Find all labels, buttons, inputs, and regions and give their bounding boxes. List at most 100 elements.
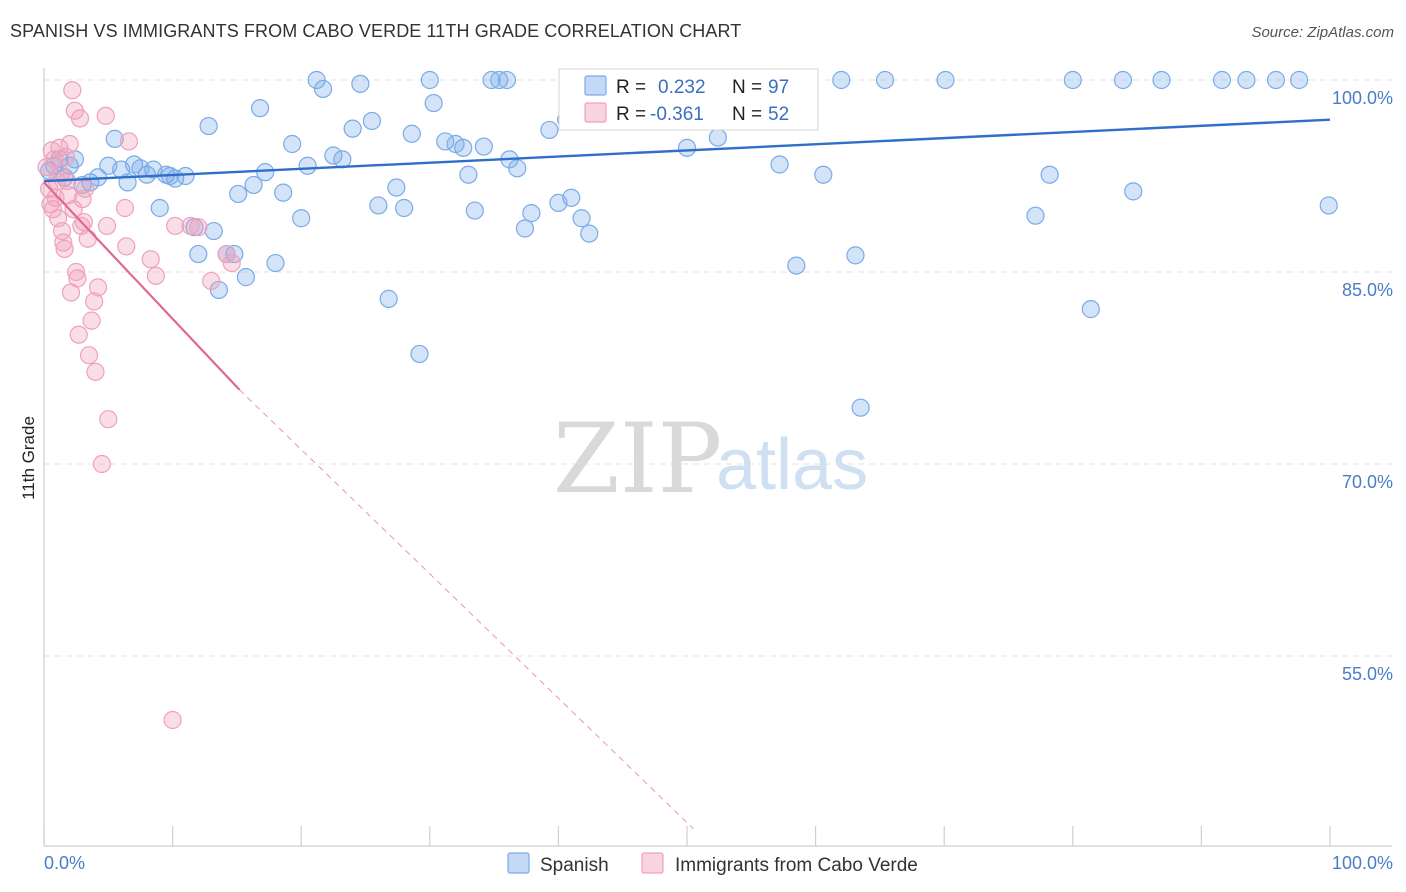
y-tick-label-3: 55.0% — [1342, 664, 1393, 684]
spanish-point-89 — [936, 70, 955, 90]
spanish-point-34 — [266, 253, 285, 273]
cabo-verde-point-49 — [202, 271, 221, 291]
spanish-point-10 — [105, 129, 124, 148]
cabo-verde-point-23 — [68, 269, 87, 288]
cabo-verde-point-4 — [43, 200, 63, 219]
watermark-atlas: atlas — [716, 425, 868, 505]
cabo-verde-point-16 — [59, 186, 78, 205]
spanish-point-31 — [244, 175, 263, 195]
legend-swatch-spanish — [584, 75, 607, 96]
cabo-verde-point-40 — [115, 198, 135, 218]
bottom-legend-label-spanish: Spanish — [540, 855, 609, 876]
legend-r-label-cabo-verde: R = — [616, 104, 646, 125]
spanish-point-30 — [236, 268, 256, 287]
spanish-point-86 — [846, 246, 865, 265]
spanish-point-99 — [1266, 70, 1286, 90]
spanish-point-97 — [1212, 70, 1232, 90]
cabo-verde-points — [37, 81, 241, 730]
cabo-verde-point-50 — [217, 244, 236, 264]
legend-r-label-spanish: R = — [616, 77, 646, 98]
cabo-verde-point-30 — [78, 229, 97, 248]
axes — [43, 68, 1392, 847]
spanish-point-70 — [562, 188, 581, 207]
x-tick-label-right: 100.0% — [1332, 853, 1393, 873]
watermark-zip: ZIP — [553, 403, 722, 515]
cabo-verde-trend-line — [43, 181, 241, 391]
spanish-point-77 — [677, 138, 697, 157]
cabo-verde-point-44 — [146, 266, 165, 285]
cabo-verde-point-38 — [97, 216, 117, 236]
spanish-point-33 — [256, 163, 275, 182]
spanish-point-58 — [465, 201, 484, 220]
cabo-verde-point-29 — [76, 179, 95, 198]
cabo-verde-point-28 — [74, 212, 93, 232]
spanish-point-61 — [490, 70, 509, 90]
cabo-verde-point-48 — [189, 218, 208, 237]
cabo-verde-point-45 — [163, 710, 182, 730]
y-tick-label-2: 70.0% — [1342, 472, 1393, 492]
cabo-verde-point-25 — [70, 109, 90, 128]
spanish-point-32 — [250, 99, 270, 118]
spanish-point-57 — [459, 165, 478, 184]
cabo-verde-point-37 — [96, 106, 115, 125]
spanish-point-72 — [580, 224, 599, 243]
y-tick-label-1: 85.0% — [1342, 280, 1393, 300]
spanish-point-43 — [343, 119, 362, 138]
x-tick-label-left: 0.0% — [44, 853, 85, 873]
spanish-point-25 — [204, 221, 223, 241]
legend-frame — [558, 68, 819, 131]
cabo-verde-point-33 — [85, 292, 104, 311]
cabo-verde-point-20 — [64, 200, 83, 219]
spanish-point-60 — [482, 70, 501, 90]
legend-n-label-spanish: N = — [732, 77, 762, 98]
source-label: Source: ZipAtlas.com — [1251, 24, 1394, 41]
legend-r-value-spanish: 0.232 — [658, 77, 706, 98]
cabo-verde-point-39 — [99, 410, 118, 429]
spanish-point-49 — [394, 198, 414, 218]
y-tick-labels: 100.0% 85.0% 70.0% 55.0% — [1332, 88, 1393, 684]
y-tick-label-0: 100.0% — [1332, 88, 1393, 108]
spanish-point-21 — [176, 166, 195, 186]
cabo-verde-point-47 — [181, 216, 200, 236]
cabo-verde-point-35 — [88, 278, 108, 297]
spanish-trend-line — [43, 118, 1331, 183]
cabo-verde-point-13 — [55, 239, 74, 259]
spanish-point-65 — [515, 219, 535, 238]
spanish-point-41 — [324, 146, 343, 165]
spanish-point-83 — [787, 256, 806, 275]
cabo-verde-point-43 — [141, 250, 160, 269]
bottom-legend-swatch-cabo-verde — [641, 852, 664, 874]
spanish-point-38 — [298, 156, 317, 175]
spanish-point-94 — [1113, 70, 1133, 90]
spanish-point-46 — [369, 196, 388, 215]
spanish-point-56 — [454, 138, 473, 157]
spanish-point-23 — [189, 244, 208, 264]
spanish-point-95 — [1124, 182, 1143, 201]
chart-title: SPANISH VS IMMIGRANTS FROM CABO VERDE 11… — [10, 21, 742, 41]
bottom-legend-swatch-spanish — [507, 852, 530, 874]
cabo-verde-point-11 — [52, 221, 72, 241]
cabo-verde-point-24 — [69, 325, 88, 344]
spanish-point-92 — [1063, 70, 1082, 90]
bottom-legend: Spanish Immigrants from Cabo Verde — [507, 852, 918, 876]
spanish-point-52 — [420, 70, 439, 90]
spanish-point-53 — [424, 93, 443, 113]
spanish-point-50 — [402, 124, 421, 143]
cabo-verde-point-17 — [60, 134, 79, 154]
spanish-point-71 — [572, 209, 591, 228]
cabo-verde-point-12 — [54, 233, 73, 252]
spanish-point-66 — [522, 204, 541, 223]
cabo-verde-point-32 — [82, 311, 101, 330]
spanish-point-59 — [474, 137, 493, 156]
spanish-point-29 — [229, 184, 248, 204]
spanish-point-35 — [274, 183, 293, 202]
cabo-verde-point-46 — [166, 216, 185, 236]
spanish-point-44 — [351, 74, 370, 93]
cabo-verde-point-22 — [67, 262, 86, 282]
spanish-point-101 — [1319, 196, 1338, 215]
spanish-point-88 — [875, 70, 895, 90]
spanish-point-79 — [708, 128, 727, 147]
cabo-verde-point-36 — [92, 454, 111, 474]
cabo-verde-point-9 — [50, 138, 69, 157]
